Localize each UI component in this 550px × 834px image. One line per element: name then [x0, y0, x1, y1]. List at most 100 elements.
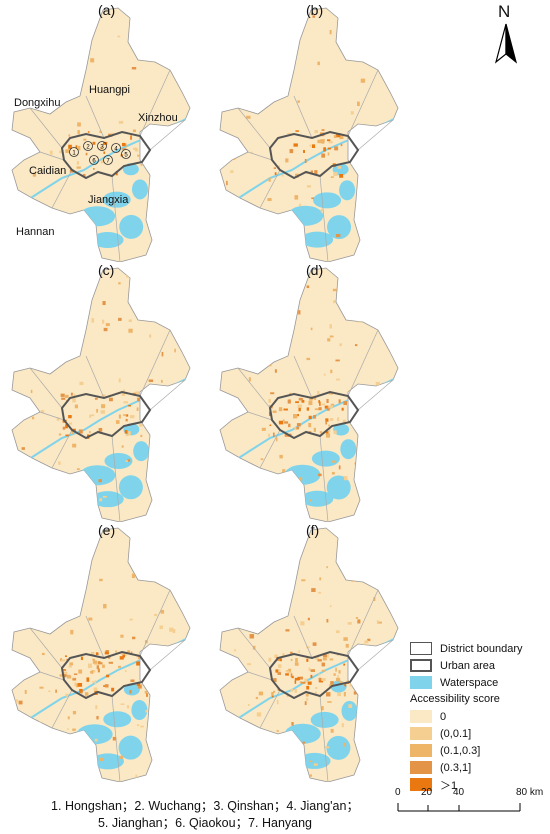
- score-patch: [29, 42, 33, 45]
- score-patch: [365, 251, 371, 256]
- score-patch: [321, 403, 326, 406]
- district-number: 7: [106, 159, 110, 165]
- map-svg: [11, 267, 191, 522]
- score-patch: [145, 709, 148, 713]
- score-patch: [304, 158, 307, 164]
- score-patch: [389, 745, 393, 749]
- score-patch: [342, 419, 346, 424]
- score-patch: [321, 153, 326, 158]
- score-patch: [268, 177, 271, 182]
- score-patch: [68, 134, 71, 137]
- score-patch: [100, 146, 104, 151]
- score-patch: [33, 555, 36, 558]
- score-patch: [88, 749, 91, 752]
- score-patch: [323, 373, 326, 376]
- score-patch: [172, 628, 176, 634]
- score-patch: [19, 564, 22, 567]
- score-patch: [376, 620, 379, 625]
- district-boundary: [319, 695, 329, 782]
- score-patch: [330, 403, 335, 406]
- score-patch: [67, 728, 69, 730]
- score-patch: [79, 689, 83, 692]
- score-patch: [278, 407, 283, 412]
- legend-item-score-class: (0,0.1]: [410, 725, 548, 742]
- score-patch: [48, 741, 50, 746]
- score-patch: [283, 540, 287, 545]
- score-patch: [344, 684, 347, 687]
- score-patch: [314, 170, 318, 175]
- district-number-marker: [111, 143, 121, 153]
- score-patch: [231, 579, 235, 584]
- score-patch: [335, 359, 340, 362]
- score-patch: [290, 658, 293, 661]
- score-patch: [89, 671, 93, 674]
- score-patch: [47, 299, 52, 301]
- score-patch: [27, 737, 33, 742]
- score-patch: [317, 473, 322, 477]
- score-patch: [117, 35, 121, 38]
- district-boundary: [39, 151, 65, 161]
- water-body: [264, 479, 281, 490]
- district-boundary: [357, 379, 394, 411]
- score-patch: [329, 418, 334, 421]
- score-patch: [72, 443, 77, 448]
- score-patch: [100, 410, 105, 414]
- score-patch: [15, 699, 18, 704]
- score-patch: [136, 661, 141, 666]
- score-patch: [319, 680, 324, 683]
- score-patch: [32, 416, 35, 420]
- water-body: [103, 711, 132, 728]
- score-patch: [313, 763, 318, 766]
- district-boundary: [51, 689, 73, 729]
- score-patch: [49, 150, 53, 155]
- score-patch: [287, 235, 290, 238]
- district-number: 3: [100, 145, 104, 151]
- water-body: [340, 439, 357, 460]
- score-patch: [262, 317, 266, 320]
- score-patch: [343, 691, 346, 697]
- district-number-marker: [121, 149, 131, 159]
- place-name-jiangxia: Jiangxia: [88, 194, 129, 206]
- score-patch: [226, 481, 231, 485]
- score-patch: [278, 669, 281, 674]
- water-body: [79, 465, 116, 486]
- water-body: [76, 724, 113, 745]
- score-patch: [390, 725, 395, 730]
- score-patch: [294, 689, 297, 693]
- score-patch: [327, 139, 331, 142]
- district-boundary: [319, 435, 329, 522]
- score-patch: [287, 399, 291, 404]
- score-patch: [372, 39, 376, 42]
- score-patch: [333, 135, 337, 139]
- score-patch: [337, 417, 340, 422]
- score-patch: [223, 340, 227, 343]
- score-patch: [73, 673, 78, 676]
- score-patch: [59, 674, 64, 677]
- score-patch: [94, 738, 98, 742]
- district-boundary: [149, 119, 186, 151]
- score-class-label: (0.3,1]: [440, 761, 472, 774]
- scale-tick-0: 0: [395, 787, 401, 798]
- water-body: [118, 475, 143, 500]
- score-patch: [325, 420, 327, 425]
- score-patch: [85, 152, 88, 156]
- score-patch: [154, 694, 157, 699]
- panel-label: (a): [98, 2, 116, 18]
- score-patch: [271, 694, 274, 698]
- score-patch: [299, 252, 302, 256]
- score-patch: [138, 684, 142, 689]
- water-body: [123, 423, 140, 436]
- score-patch: [350, 22, 353, 27]
- district-boundary: [247, 671, 273, 681]
- score-patch: [92, 670, 96, 673]
- map-panel: (c): [0, 260, 205, 522]
- score-patch: [273, 167, 276, 169]
- score-patch: [95, 705, 98, 710]
- score-patch: [115, 420, 120, 424]
- score-patch: [333, 300, 336, 304]
- score-patch: [240, 355, 245, 359]
- score-patch: [131, 573, 136, 578]
- score-patch: [295, 401, 299, 404]
- score-patch: [274, 369, 277, 373]
- score-patch: [77, 683, 83, 687]
